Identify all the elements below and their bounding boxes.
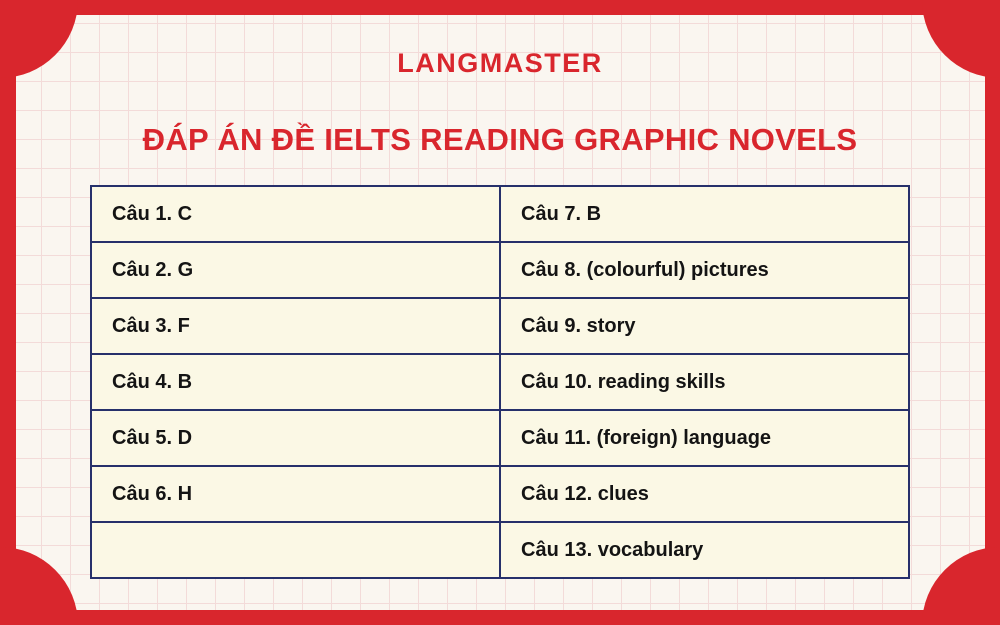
answer-cell	[90, 521, 501, 579]
answer-cell: Câu 12. clues	[499, 465, 910, 523]
answer-cell: Câu 5. D	[90, 409, 501, 467]
table-row: Câu 2. G Câu 8. (colourful) pictures	[90, 241, 910, 299]
answer-cell: Câu 6. H	[90, 465, 501, 523]
table-row: Câu 4. B Câu 10. reading skills	[90, 353, 910, 411]
answer-cell: Câu 2. G	[90, 241, 501, 299]
answer-cell: Câu 8. (colourful) pictures	[499, 241, 910, 299]
table-row: Câu 5. D Câu 11. (foreign) language	[90, 409, 910, 467]
table-row: Câu 3. F Câu 9. story	[90, 297, 910, 355]
table-row: Câu 13. vocabulary	[90, 521, 910, 579]
table-row: Câu 1. C Câu 7. B	[90, 185, 910, 243]
answer-cell: Câu 10. reading skills	[499, 353, 910, 411]
answer-cell: Câu 11. (foreign) language	[499, 409, 910, 467]
answer-cell: Câu 4. B	[90, 353, 501, 411]
answer-cell: Câu 1. C	[90, 185, 501, 243]
answer-cell: Câu 7. B	[499, 185, 910, 243]
answer-cell: Câu 3. F	[90, 297, 501, 355]
table-row: Câu 6. H Câu 12. clues	[90, 465, 910, 523]
answers-table: Câu 1. C Câu 7. B Câu 2. G Câu 8. (colou…	[90, 185, 910, 579]
page-title: ĐÁP ÁN ĐỀ IELTS READING GRAPHIC NOVELS	[142, 122, 858, 157]
brand-logo: LANGMASTER	[397, 48, 603, 78]
answer-cell: Câu 9. story	[499, 297, 910, 355]
answer-cell: Câu 13. vocabulary	[499, 521, 910, 579]
